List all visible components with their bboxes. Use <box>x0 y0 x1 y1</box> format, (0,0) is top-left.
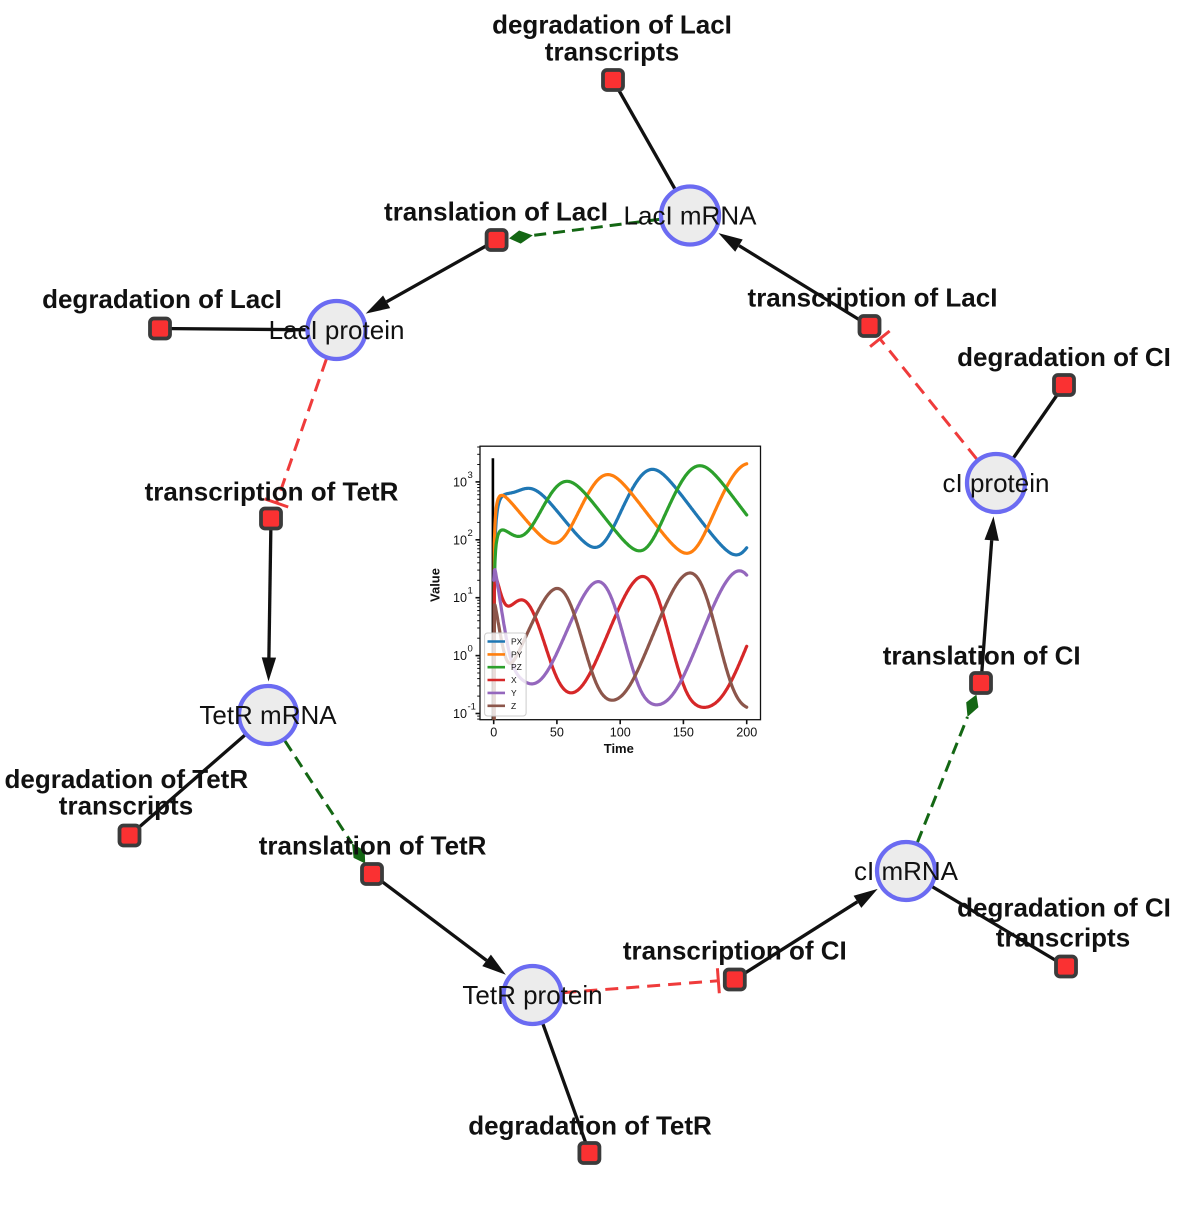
svg-text:PX: PX <box>511 637 523 647</box>
svg-text:transcripts: transcripts <box>996 923 1130 953</box>
svg-text:degradation of CI: degradation of CI <box>957 342 1171 372</box>
svg-text:transcription of TetR: transcription of TetR <box>145 477 399 507</box>
svg-text:10: 10 <box>453 707 467 721</box>
svg-text:10: 10 <box>453 649 467 663</box>
svg-text:translation of CI: translation of CI <box>883 641 1081 671</box>
svg-text:200: 200 <box>736 726 757 740</box>
svg-text:10: 10 <box>453 475 467 489</box>
svg-text:0: 0 <box>490 726 497 740</box>
svg-text:LacI mRNA: LacI mRNA <box>624 201 758 231</box>
svg-text:TetR mRNA: TetR mRNA <box>199 700 337 730</box>
svg-text:2: 2 <box>468 528 473 539</box>
svg-text:Value: Value <box>428 568 443 602</box>
svg-text:transcription of CI: transcription of CI <box>623 936 847 966</box>
svg-text:Time: Time <box>604 741 634 756</box>
svg-text:translation of TetR: translation of TetR <box>259 830 487 860</box>
svg-text:translation of LacI: translation of LacI <box>384 197 608 227</box>
svg-text:TetR protein: TetR protein <box>462 980 602 1010</box>
svg-text:150: 150 <box>673 726 694 740</box>
svg-text:Z: Z <box>511 701 516 711</box>
svg-text:PZ: PZ <box>511 662 522 672</box>
svg-text:50: 50 <box>550 726 564 740</box>
svg-text:degradation of CI: degradation of CI <box>957 893 1171 923</box>
svg-text:-1: -1 <box>468 702 476 713</box>
svg-text:degradation of TetR: degradation of TetR <box>4 764 248 794</box>
svg-text:1: 1 <box>468 586 473 597</box>
svg-text:transcription of LacI: transcription of LacI <box>748 283 998 313</box>
svg-text:PY: PY <box>511 649 523 659</box>
svg-text:0: 0 <box>468 644 473 655</box>
svg-text:3: 3 <box>468 470 473 481</box>
svg-text:10: 10 <box>453 591 467 605</box>
svg-text:degradation of LacI: degradation of LacI <box>492 10 732 40</box>
svg-text:100: 100 <box>610 726 631 740</box>
svg-text:cI protein: cI protein <box>943 468 1050 498</box>
svg-text:Y: Y <box>511 688 517 698</box>
svg-text:10: 10 <box>453 533 467 547</box>
svg-text:degradation of LacI: degradation of LacI <box>42 284 282 314</box>
svg-text:LacI protein: LacI protein <box>269 315 405 345</box>
svg-text:X: X <box>511 675 517 685</box>
svg-text:degradation of TetR: degradation of TetR <box>468 1111 712 1141</box>
svg-text:cI mRNA: cI mRNA <box>854 856 959 886</box>
svg-text:transcripts: transcripts <box>59 791 193 821</box>
svg-text:transcripts: transcripts <box>545 37 679 67</box>
